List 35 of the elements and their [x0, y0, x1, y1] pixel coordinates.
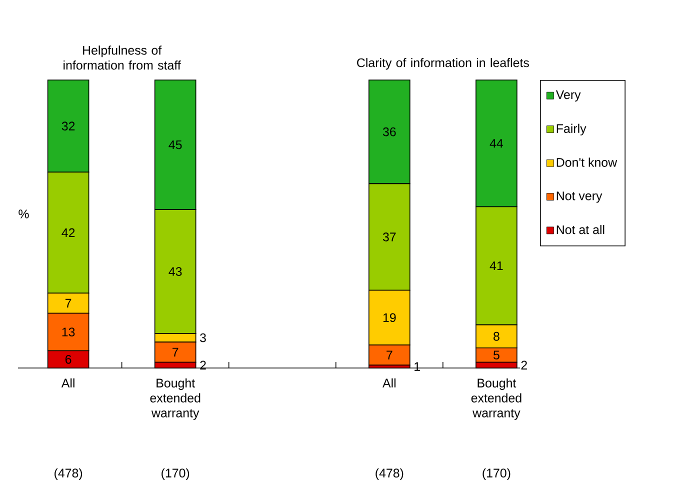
- data-label: 3: [200, 333, 206, 342]
- x-tick-label: Bought extended warranty: [471, 378, 522, 420]
- data-label: 7: [386, 350, 392, 360]
- data-label: 7: [65, 298, 72, 308]
- data-label: 6: [65, 354, 72, 364]
- legend-label: Very: [556, 90, 581, 102]
- text: Helpfulness of information from staff: [64, 46, 181, 70]
- data-label: 43: [168, 267, 182, 276]
- data-label: 19: [383, 313, 396, 322]
- data-label: 5: [493, 350, 500, 360]
- x-tick-label: All: [382, 378, 396, 388]
- text: Clarity of information in leaflets: [357, 58, 529, 70]
- data-label: 2: [521, 360, 527, 370]
- data-label: 41: [490, 261, 503, 270]
- text: (170): [482, 468, 510, 480]
- y-axis-title: %: [18, 210, 29, 218]
- x-tick-label: Bought extended warranty: [150, 378, 200, 420]
- text: (478): [54, 468, 82, 480]
- text: (478): [376, 468, 404, 480]
- legend-label: Fairly: [556, 124, 586, 136]
- data-label: 7: [172, 348, 178, 356]
- data-label: 42: [62, 228, 75, 237]
- data-label: 37: [382, 232, 396, 242]
- legend-label: Not at all: [556, 224, 604, 234]
- legend-label: Not very: [556, 192, 602, 203]
- text: (170): [162, 468, 190, 480]
- data-label: 13: [62, 328, 75, 336]
- data-label: 44: [490, 139, 504, 148]
- data-label: 32: [62, 122, 75, 130]
- legend-label: Don't know: [556, 158, 618, 167]
- x-tick-label: All: [61, 378, 74, 388]
- data-label: 8: [494, 332, 500, 341]
- data-label: 45: [168, 140, 182, 150]
- data-label: 36: [382, 127, 396, 136]
- data-label: 2: [200, 360, 206, 370]
